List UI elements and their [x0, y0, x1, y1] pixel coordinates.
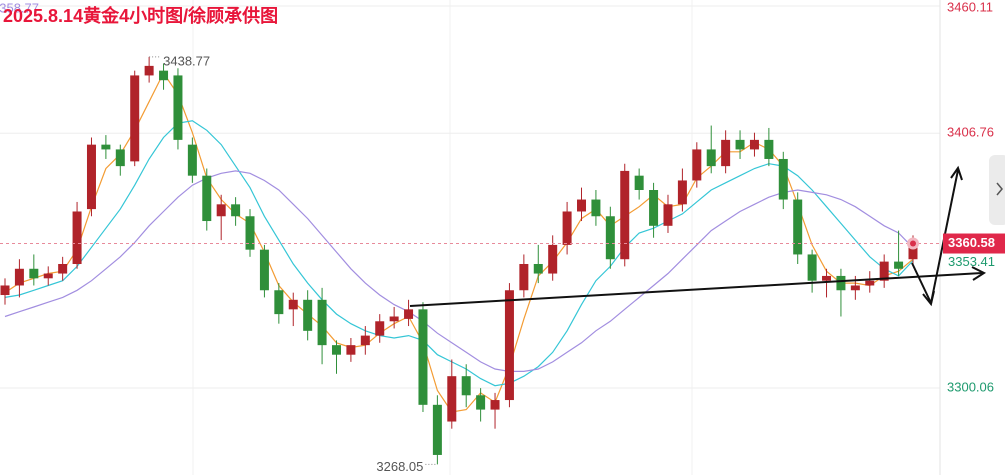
candle-body [259, 249, 269, 291]
candle-body [764, 139, 774, 159]
ma-line [4, 71, 914, 413]
candle-body [677, 180, 687, 205]
candle-body [533, 263, 543, 274]
candle-body [721, 139, 731, 167]
candle-body [432, 404, 442, 455]
trend-line [409, 272, 983, 307]
price-label: 3360.58 [948, 235, 995, 250]
candle-body [375, 321, 385, 336]
candle-body [72, 211, 82, 264]
candle-body [850, 285, 860, 291]
low-label: 3268.05 [376, 459, 423, 474]
side-tab[interactable] [989, 155, 1005, 225]
ma-line [4, 170, 914, 372]
arrow-down [911, 262, 932, 304]
candle-body [86, 144, 96, 210]
ma-line [4, 120, 914, 387]
y-tick-label: 3300.06 [947, 379, 994, 394]
candle-body [519, 263, 529, 291]
candle-body [548, 244, 558, 274]
candle-body [749, 139, 759, 150]
candle-body [822, 275, 832, 281]
candle-body [461, 376, 471, 396]
candle-body [159, 70, 169, 81]
tab-icon [996, 182, 1003, 196]
candle-body [562, 211, 572, 245]
price-box [943, 233, 1005, 254]
candle-body [634, 175, 644, 190]
candle-body [894, 261, 904, 269]
candle-body [14, 268, 24, 286]
candle-body [577, 199, 587, 212]
candle-body [865, 280, 875, 286]
candle-body [692, 149, 702, 181]
candle-body [317, 299, 327, 346]
candle-body [173, 75, 183, 140]
drawings [409, 165, 987, 307]
candle-body [346, 345, 356, 355]
candle-body [303, 299, 313, 331]
tab[interactable] [989, 155, 1005, 225]
candle-body [360, 335, 370, 346]
candle-body [649, 190, 659, 226]
candle-body [591, 199, 601, 217]
candle-body [288, 299, 298, 310]
candle-body [0, 285, 10, 296]
candle-body [735, 139, 745, 150]
candle-body [620, 170, 630, 260]
candle-body [115, 149, 125, 167]
y-tick-label: 3460.11 [947, 0, 993, 14]
candle-body [29, 268, 39, 279]
price-axis: 3300.06 3406.76 3460.11 [947, 0, 994, 394]
candle-body [793, 199, 803, 255]
candle-body [43, 273, 53, 279]
candle-body [245, 216, 255, 250]
candle-body [418, 309, 428, 405]
candle-body [476, 395, 486, 410]
ma-lines [4, 71, 914, 413]
candles [0, 56, 918, 465]
chart-title: 2025.8.14黄金4小时图/徐顾承供图 [3, 5, 278, 26]
candle-body [663, 204, 673, 226]
candle-body [231, 204, 241, 217]
candle-body [836, 275, 846, 291]
candle-body [187, 144, 197, 176]
candle-body [58, 263, 68, 274]
candle-body [490, 400, 500, 410]
ma-value-label: 3353.41 [948, 254, 995, 269]
candle-body [331, 345, 341, 355]
candle-body [504, 290, 514, 401]
price-dot-core [910, 240, 916, 247]
candle-body [404, 309, 414, 319]
arrow-head [950, 165, 963, 181]
candle-body [706, 149, 716, 167]
candle-body [778, 158, 788, 200]
candle-body [807, 254, 817, 281]
candle-body [605, 216, 615, 260]
ma-value-label: 3358.77 [0, 0, 39, 15]
candle-body [447, 376, 457, 422]
candle-body [202, 175, 212, 222]
candle-body [130, 75, 140, 162]
grid [0, 5, 940, 389]
candle-body [144, 65, 154, 76]
arrow-head [971, 266, 987, 281]
candle-body [216, 204, 226, 217]
y-tick-label: 3406.76 [947, 125, 994, 140]
candle-body [879, 261, 889, 281]
high-label: 3438.77 [163, 53, 210, 68]
candle-body [101, 144, 111, 150]
candle-body [389, 316, 399, 322]
candle-body [274, 290, 284, 315]
candle-body [908, 243, 918, 260]
